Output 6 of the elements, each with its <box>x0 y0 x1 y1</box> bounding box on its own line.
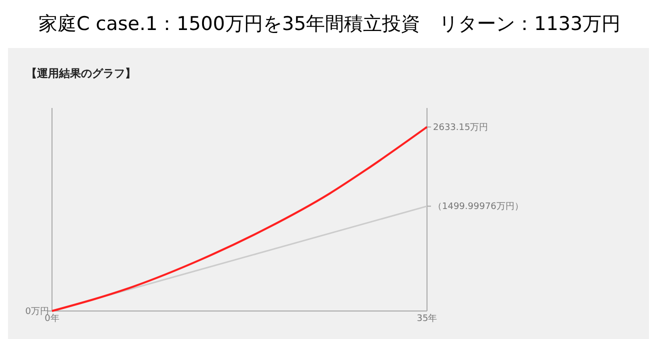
x-tick-label: 0年 <box>44 313 60 324</box>
chart-title: 家庭C case.1：1500万円を35年間積立投資 リターン：1133万円 <box>38 13 620 35</box>
data-label: （1499.99976万円） <box>433 202 524 212</box>
chart-subtitle: 【運用結果のグラフ】 <box>26 67 136 80</box>
data-label: 2633.15万円 <box>433 122 488 133</box>
x-tick-label: 35年 <box>416 313 438 324</box>
